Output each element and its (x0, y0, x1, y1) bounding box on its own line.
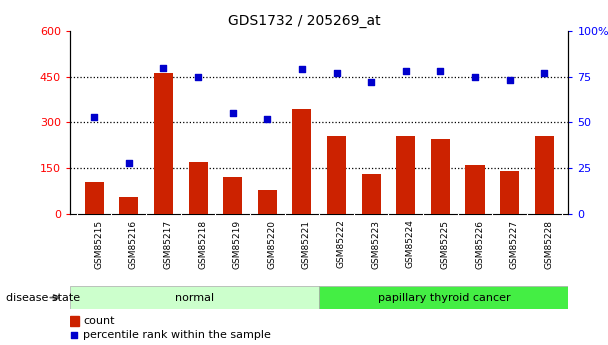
Text: GSM85223: GSM85223 (371, 219, 380, 268)
Text: GSM85218: GSM85218 (198, 219, 207, 269)
Text: GSM85216: GSM85216 (129, 219, 138, 269)
Text: GSM85226: GSM85226 (475, 219, 484, 268)
Point (539, 70, 549, 76)
Text: count: count (83, 316, 115, 326)
Point (401, 69, 410, 74)
Text: GDS1732 / 205269_at: GDS1732 / 205269_at (227, 14, 381, 28)
Bar (362, 174, 381, 214)
Bar (188, 162, 207, 214)
Text: GSM85228: GSM85228 (544, 219, 553, 268)
Text: GSM85215: GSM85215 (94, 219, 103, 269)
Bar (85, 182, 104, 214)
Bar (70, 316, 79, 326)
Point (435, 69, 445, 74)
Text: percentile rank within the sample: percentile rank within the sample (83, 330, 271, 339)
Point (124, 160, 134, 166)
Bar (500, 171, 519, 214)
Bar (223, 177, 242, 214)
Point (193, 74, 203, 79)
Bar (534, 136, 554, 214)
Text: GSM85225: GSM85225 (440, 219, 449, 268)
FancyBboxPatch shape (70, 286, 319, 309)
Text: GSM85227: GSM85227 (510, 219, 519, 268)
Text: disease state: disease state (6, 293, 80, 303)
Point (89, 114, 99, 120)
Bar (466, 165, 485, 214)
Text: GSM85220: GSM85220 (268, 219, 276, 268)
Bar (119, 197, 138, 214)
Point (69, 332, 79, 337)
Bar (154, 73, 173, 214)
Point (159, 65, 168, 70)
Text: GSM85217: GSM85217 (164, 219, 173, 269)
Point (331, 70, 341, 76)
Point (297, 67, 307, 72)
Point (505, 78, 514, 83)
Bar (327, 136, 346, 214)
Text: GSM85219: GSM85219 (233, 219, 241, 269)
Text: GSM85221: GSM85221 (302, 219, 311, 268)
Text: normal: normal (175, 293, 214, 303)
Bar (431, 139, 450, 214)
Text: GSM85224: GSM85224 (406, 219, 415, 268)
Text: GSM85222: GSM85222 (336, 219, 345, 268)
Bar (258, 189, 277, 214)
Text: papillary thyroid cancer: papillary thyroid cancer (378, 293, 510, 303)
Point (366, 79, 376, 85)
Point (228, 110, 238, 116)
Point (263, 116, 272, 121)
Bar (292, 109, 311, 214)
Point (470, 74, 480, 79)
FancyBboxPatch shape (319, 286, 568, 309)
Bar (396, 136, 415, 214)
